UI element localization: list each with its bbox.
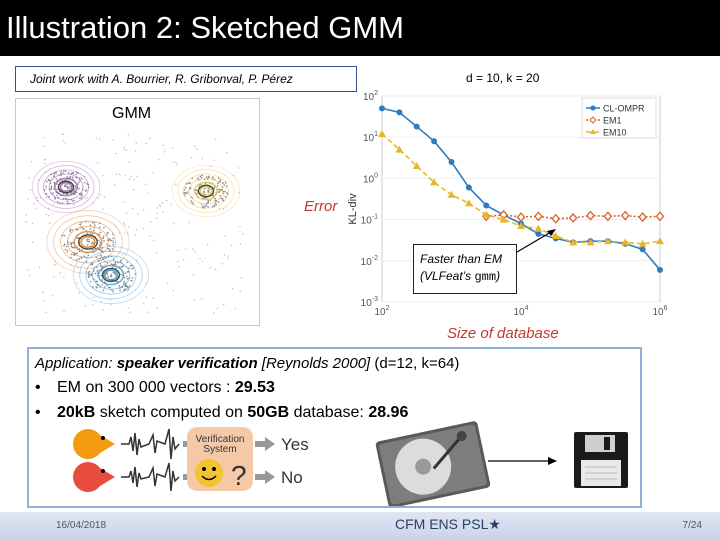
gmm-label: GMM: [112, 105, 152, 122]
chart-legend: CL-OMPR EM1 EM10: [581, 97, 657, 139]
series-line: [486, 214, 661, 220]
callout-line2: (VLFeat’s gmm): [420, 269, 501, 284]
series-em1: [481, 209, 665, 224]
y-tick-label: 100: [363, 172, 378, 185]
callout-code: gmm: [474, 270, 497, 284]
data-point: [447, 190, 456, 198]
title-bar: Illustration 2: Sketched GMM: [0, 0, 720, 56]
pacman-icon: [73, 429, 115, 492]
data-point: [534, 211, 543, 222]
footer: 16/04/2018 CFM ENS PSL★ 7/24: [0, 512, 720, 540]
credit-box: Joint work with A. Bourrier, R. Gribonva…: [15, 66, 357, 92]
legend-entry: EM10: [586, 128, 627, 138]
data-point: [655, 211, 665, 222]
y-tick-label: 101: [363, 131, 378, 144]
smiley-icon: [195, 459, 223, 487]
data-point: [430, 178, 439, 186]
legend-label: EM1: [603, 116, 622, 126]
data-point: [517, 221, 525, 229]
data-point: [586, 238, 595, 246]
data-point: [603, 211, 613, 222]
data-point: [483, 202, 490, 209]
data-point: [499, 215, 508, 223]
yes-label: Yes: [281, 435, 309, 454]
no-label: No: [281, 468, 303, 487]
question-mark: ?: [231, 460, 247, 491]
y-tick-label: 10-1: [361, 214, 378, 227]
data-point: [657, 266, 663, 273]
data-point: [621, 238, 630, 246]
x-tick-label: 104: [513, 305, 528, 318]
data-point: [568, 212, 578, 223]
params-label: d = 10, k = 20: [466, 71, 540, 85]
callout-line1: Faster than EM: [420, 252, 503, 266]
data-point: [396, 109, 403, 116]
size-label: Size of database: [447, 325, 559, 342]
data-point: [639, 246, 646, 253]
data-point: [586, 210, 595, 221]
data-point: [395, 145, 404, 153]
data-point: [378, 129, 386, 137]
footer-logos: CFM ENS PSL★: [395, 516, 501, 532]
data-point: [638, 212, 647, 223]
floppy-disk-icon: [574, 432, 628, 488]
gmm-background-points: [25, 133, 244, 314]
data-point: [603, 237, 612, 245]
speaker-diagram: Verification System ? Yes No: [73, 421, 628, 506]
data-point: [482, 210, 491, 218]
gmm-scatter-plot: [25, 133, 244, 314]
x-tick-label: 106: [652, 305, 667, 318]
data-point: [412, 161, 421, 169]
data-point: [569, 238, 578, 246]
error-label: Error: [304, 198, 338, 215]
data-point: [516, 212, 526, 223]
data-point: [379, 105, 385, 112]
application-box: Application: speaker verification [Reyno…: [27, 347, 642, 508]
application-line: Application: speaker verification [Reyno…: [35, 355, 460, 372]
data-point: [620, 210, 630, 221]
y-tick-label: 102: [363, 90, 378, 103]
data-point: [656, 237, 664, 245]
data-point: [638, 239, 647, 247]
waveform-icon: [121, 428, 180, 492]
gmm-cluster: [73, 246, 149, 304]
data-point: [465, 184, 472, 191]
legend-entry: CL-OMPR: [586, 104, 645, 114]
data-point: [448, 159, 455, 166]
legend-entry: EM1: [586, 116, 622, 126]
bullet-sketch: • 20kB sketch computed on 50GB database: …: [35, 404, 409, 421]
slide-title: Illustration 2: Sketched GMM: [6, 10, 404, 45]
data-point: [464, 199, 473, 207]
verif-line1: Verification: [196, 434, 245, 445]
y-tick-label: 10-2: [361, 255, 378, 268]
gmm-cluster: [31, 160, 101, 214]
data-point: [413, 123, 420, 130]
data-point: [431, 138, 438, 145]
gmm-scatter-panel: GMM: [15, 98, 260, 326]
y-axis-label: KL-div: [347, 193, 359, 225]
x-tick-label: 102: [374, 305, 389, 318]
series-em10: [378, 129, 664, 247]
data-point: [534, 224, 543, 232]
callout-box: Faster than EM (VLFeat’s gmm): [413, 244, 517, 294]
legend-label: CL-OMPR: [603, 104, 645, 114]
hard-drive-icon: [375, 421, 491, 506]
legend-label: EM10: [603, 128, 627, 138]
gmm-cluster: [46, 210, 130, 274]
gmm-cluster: [171, 164, 241, 218]
verif-line2: System: [203, 444, 236, 455]
footer-date: 16/04/2018: [56, 520, 107, 531]
data-point: [535, 230, 542, 237]
data-point: [551, 213, 561, 224]
arrow-right-icon: [488, 457, 557, 465]
bullet-em: • EM on 300 000 vectors : 29.53: [35, 379, 275, 396]
page-number: 7/24: [682, 520, 702, 531]
